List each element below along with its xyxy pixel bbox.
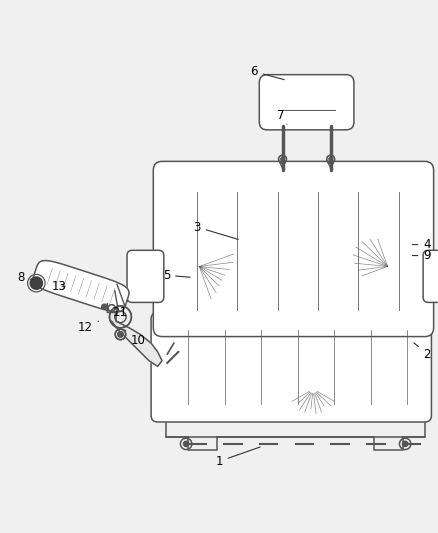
Polygon shape bbox=[33, 261, 129, 312]
Text: 9: 9 bbox=[412, 249, 431, 262]
Text: 1: 1 bbox=[215, 447, 260, 468]
Text: 11: 11 bbox=[113, 306, 128, 319]
FancyBboxPatch shape bbox=[423, 251, 438, 302]
Circle shape bbox=[102, 304, 107, 310]
Text: 6: 6 bbox=[250, 65, 284, 79]
Circle shape bbox=[329, 157, 332, 161]
Text: 13: 13 bbox=[52, 280, 67, 293]
FancyBboxPatch shape bbox=[127, 251, 164, 302]
Text: 3: 3 bbox=[194, 221, 238, 239]
Text: 2: 2 bbox=[414, 343, 431, 361]
FancyBboxPatch shape bbox=[259, 75, 354, 130]
Text: 7: 7 bbox=[276, 109, 287, 124]
Text: 12: 12 bbox=[78, 321, 99, 334]
Text: 5: 5 bbox=[163, 269, 190, 282]
Circle shape bbox=[403, 441, 408, 447]
Circle shape bbox=[30, 277, 42, 289]
Polygon shape bbox=[107, 304, 162, 366]
FancyBboxPatch shape bbox=[153, 161, 434, 336]
Circle shape bbox=[118, 332, 123, 337]
Circle shape bbox=[281, 157, 284, 161]
FancyBboxPatch shape bbox=[151, 312, 431, 422]
Text: 4: 4 bbox=[412, 238, 431, 251]
Text: 8: 8 bbox=[18, 271, 33, 284]
Text: 10: 10 bbox=[125, 330, 145, 348]
Circle shape bbox=[184, 441, 189, 447]
